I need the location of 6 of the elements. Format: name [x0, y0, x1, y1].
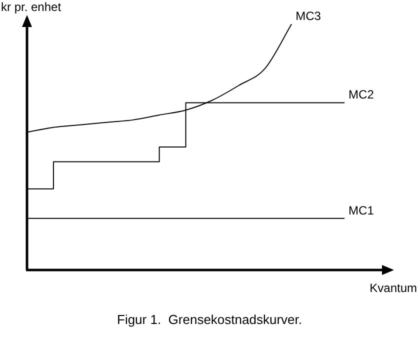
series-label: MC1	[348, 203, 374, 218]
series-label: MC2	[348, 88, 374, 102]
x-axis-title: Kvantum	[370, 281, 417, 295]
text: Figur 1. Grensekostnadskurver.	[116, 312, 303, 327]
series-label: MC3	[296, 9, 322, 23]
y-axis-title: kr pr. enhet	[1, 0, 62, 14]
